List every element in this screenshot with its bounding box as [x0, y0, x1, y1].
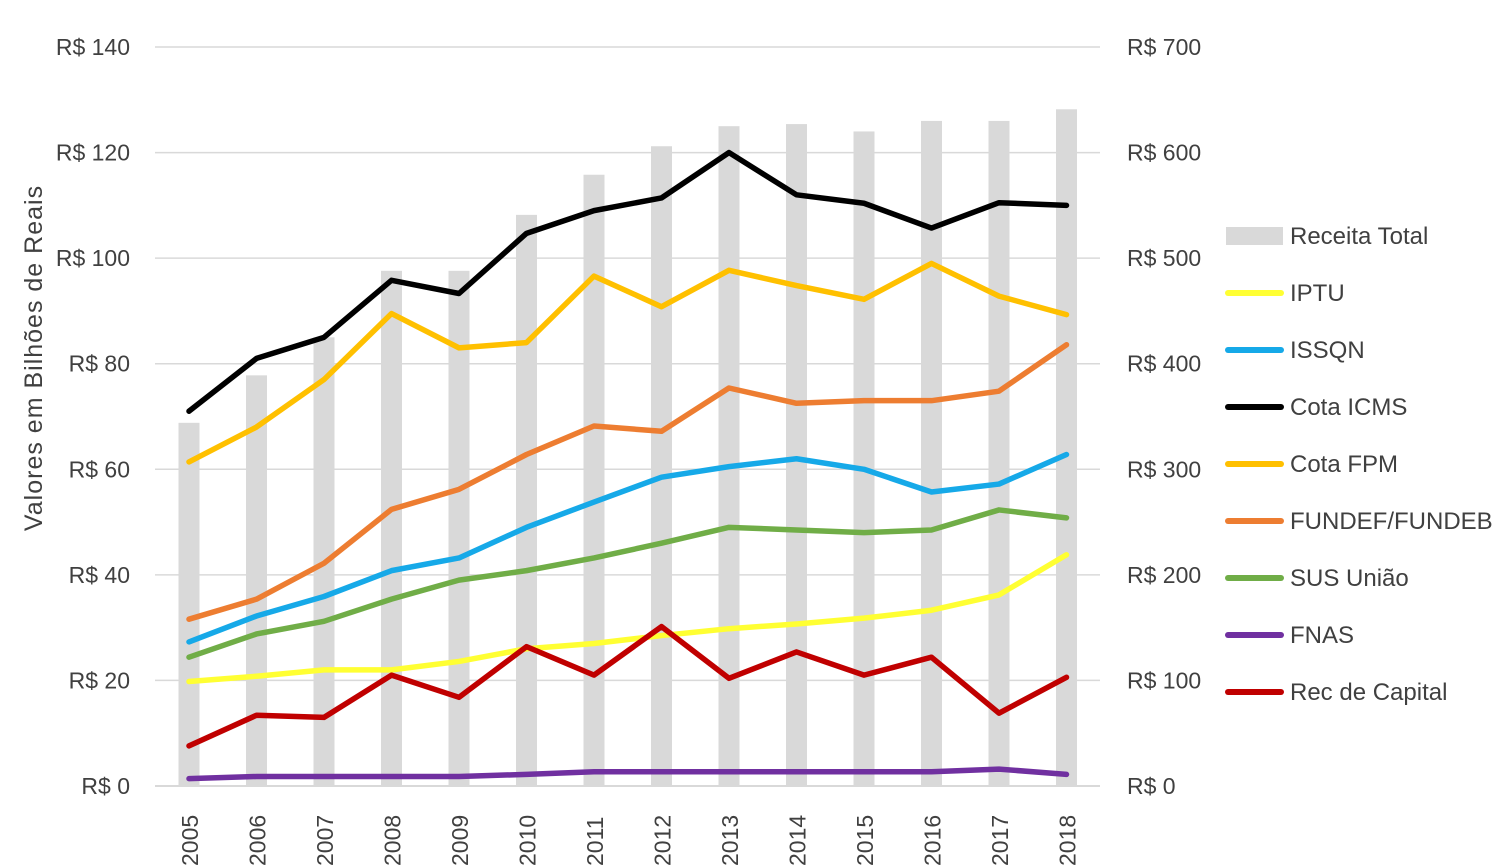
y-axis-title: Valores em Bilhões de Reais — [20, 185, 48, 531]
line-issqn — [186, 451, 1070, 645]
line-rec-de-capital — [186, 623, 1070, 749]
x-tick-label: 2010 — [515, 815, 541, 866]
legend-label-iptu: IPTU — [1290, 280, 1345, 307]
right-tick-label: R$ 300 — [1127, 456, 1201, 482]
bar-receita-total — [246, 375, 267, 786]
line-fnas — [186, 766, 1070, 782]
left-tick-label: R$ 100 — [56, 245, 130, 271]
right-tick-label: R$ 400 — [1127, 351, 1201, 377]
line-sus-uni-o — [186, 507, 1070, 660]
left-tick-label: R$ 120 — [56, 140, 130, 166]
line-iptu — [186, 552, 1070, 685]
x-tick-label: 2012 — [650, 815, 676, 866]
gridlines — [155, 46, 1100, 787]
left-tick-label: R$ 80 — [69, 351, 130, 377]
line-cota-icms — [186, 149, 1070, 414]
bar-receita-total — [516, 214, 537, 786]
x-tick-label: 2018 — [1055, 815, 1081, 866]
bar-receita-total — [448, 270, 470, 787]
series-lines — [186, 149, 1070, 782]
bar-receita-total — [1056, 109, 1077, 787]
legend-label-sus-uni-o: SUS União — [1290, 565, 1409, 592]
legend: Receita Total IPTU ISSQN Cota ICMS Cota FPM F… — [1225, 223, 1493, 706]
legend-label-cota-fpm: Cota FPM — [1290, 451, 1398, 478]
x-tick-label: 2006 — [245, 815, 271, 866]
x-tick-label: 2013 — [717, 815, 743, 866]
bar-receita-total — [651, 146, 672, 787]
x-tick-label: 2009 — [447, 815, 473, 866]
left-tick-label: R$ 0 — [81, 773, 130, 799]
x-tick-label: 2017 — [987, 815, 1013, 866]
right-tick-label: R$ 200 — [1127, 562, 1201, 588]
left-tick-label: R$ 20 — [69, 667, 130, 693]
bar-receita-total — [786, 124, 807, 787]
legend-swatch-receita-total — [1226, 227, 1283, 245]
x-tick-label: 2007 — [312, 815, 338, 866]
bar-receita-total — [988, 120, 1010, 786]
legend-label-fundef-fundeb: FUNDEF/FUNDEB — [1290, 508, 1493, 535]
right-y-axis: R$ 0 R$ 100 R$ 200 R$ 300 R$ 400 R$ 500 R$ 600… — [1127, 34, 1201, 799]
legend-label-cota-icms: Cota ICMS — [1290, 394, 1407, 421]
right-tick-label: R$ 500 — [1127, 245, 1201, 271]
left-y-axis: R$ 0 R$ 20 R$ 40 R$ 60 R$ 80 R$ 100 R$ 120 R$ 1… — [56, 34, 130, 799]
legend-label-fnas: FNAS — [1290, 622, 1354, 649]
right-tick-label: R$ 600 — [1127, 140, 1201, 166]
bar-receita-total — [381, 270, 402, 787]
right-tick-label: R$ 0 — [1127, 773, 1176, 799]
bar-receita-total — [921, 120, 942, 786]
left-tick-label: R$ 60 — [69, 456, 130, 482]
x-tick-label: 2014 — [785, 815, 811, 866]
x-axis: 2005 2006 2007 2008 2009 2010 2011 2012 2013 2014… — [177, 815, 1081, 866]
bar-receita-total — [178, 422, 200, 786]
x-tick-label: 2008 — [380, 815, 406, 866]
bar-receita-total — [718, 126, 740, 786]
bar-receita-total — [853, 131, 875, 786]
x-tick-label: 2015 — [852, 815, 878, 866]
left-tick-label: R$ 140 — [56, 34, 130, 60]
x-tick-label: 2011 — [582, 817, 608, 866]
legend-label-receita-total: Receita Total — [1290, 223, 1428, 250]
left-tick-label: R$ 40 — [69, 562, 130, 588]
right-tick-label: R$ 100 — [1127, 667, 1201, 693]
right-tick-label: R$ 700 — [1127, 34, 1201, 60]
line-cota-fpm — [186, 260, 1070, 465]
legend-label-rec-de-capital: Rec de Capital — [1290, 679, 1447, 706]
x-tick-label: 2005 — [177, 815, 203, 866]
legend-label-issqn: ISSQN — [1290, 337, 1365, 364]
bar-receita-total — [583, 174, 605, 786]
x-tick-label: 2016 — [920, 815, 946, 866]
receita-total-bars — [178, 109, 1077, 787]
line-fundef-fundeb — [186, 341, 1070, 622]
